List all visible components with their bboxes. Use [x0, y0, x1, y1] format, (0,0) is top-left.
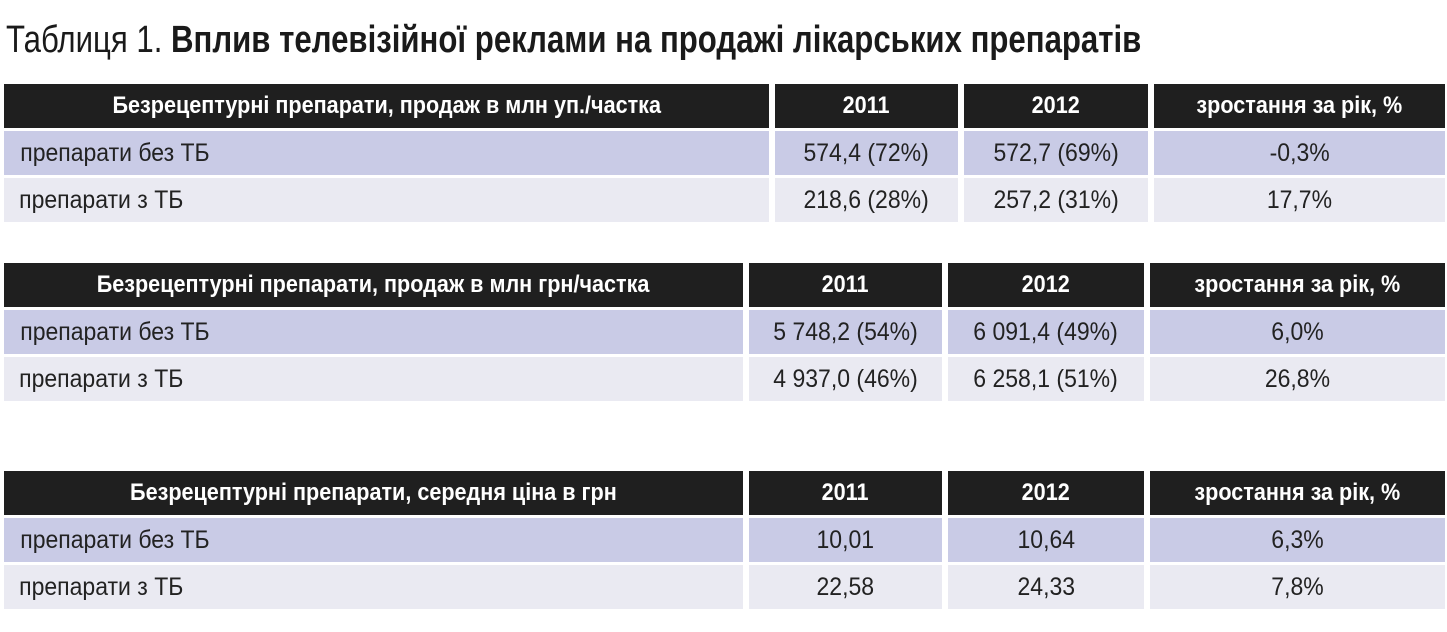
- header-year-2012: 2012: [948, 263, 1144, 307]
- header-year-2012: 2012: [948, 471, 1144, 515]
- page-title: Таблиця 1. Вплив телевізійної реклами на…: [6, 16, 1141, 64]
- table-row: препарати з ТБ 4 937,0 (46%) 6 258,1 (51…: [4, 357, 1445, 401]
- header-category: Безрецептурні препарати, середня ціна в …: [4, 471, 743, 515]
- table-label: Таблиця 1.: [6, 19, 163, 61]
- row-label: препарати без ТБ: [4, 518, 743, 562]
- header-growth: зростання за рік, %: [1150, 263, 1445, 307]
- header-growth: зростання за рік, %: [1154, 84, 1445, 128]
- row-label: препарати без ТБ: [4, 131, 769, 175]
- header-year-2011: 2011: [749, 471, 942, 515]
- table-row: препарати з ТБ 218,6 (28%) 257,2 (31%) 1…: [4, 178, 1445, 222]
- table-title: Вплив телевізійної реклами на продажі лі…: [171, 19, 1142, 61]
- cell-growth: 6,0%: [1150, 310, 1445, 354]
- header-year-2011: 2011: [775, 84, 958, 128]
- cell-2011: 574,4 (72%): [775, 131, 958, 175]
- cell-2011: 4 937,0 (46%): [749, 357, 942, 401]
- table-header-row: Безрецептурні препарати, продаж в млн гр…: [4, 263, 1445, 307]
- cell-2011: 10,01: [749, 518, 942, 562]
- table-header-row: Безрецептурні препарати, середня ціна в …: [4, 471, 1445, 515]
- cell-2012: 6 091,4 (49%): [948, 310, 1144, 354]
- table-sales-value: Безрецептурні препарати, продаж в млн гр…: [0, 260, 1447, 404]
- header-growth: зростання за рік, %: [1150, 471, 1445, 515]
- cell-growth: 26,8%: [1150, 357, 1445, 401]
- table-row: препарати без ТБ 574,4 (72%) 572,7 (69%)…: [4, 131, 1445, 175]
- cell-growth: 17,7%: [1154, 178, 1445, 222]
- cell-2011: 218,6 (28%): [775, 178, 958, 222]
- header-category: Безрецептурні препарати, продаж в млн гр…: [4, 263, 743, 307]
- table-sales-units: Безрецептурні препарати, продаж в млн уп…: [0, 81, 1447, 225]
- cell-2012: 24,33: [948, 565, 1144, 609]
- row-label: препарати без ТБ: [4, 310, 743, 354]
- header-year-2011: 2011: [749, 263, 942, 307]
- row-label: препарати з ТБ: [4, 565, 743, 609]
- cell-2012: 572,7 (69%): [964, 131, 1148, 175]
- row-label: препарати з ТБ: [4, 357, 743, 401]
- cell-2012: 6 258,1 (51%): [948, 357, 1144, 401]
- cell-2012: 10,64: [948, 518, 1144, 562]
- table-row: препарати без ТБ 5 748,2 (54%) 6 091,4 (…: [4, 310, 1445, 354]
- cell-2011: 22,58: [749, 565, 942, 609]
- table-header-row: Безрецептурні препарати, продаж в млн уп…: [4, 84, 1445, 128]
- header-category: Безрецептурні препарати, продаж в млн уп…: [4, 84, 769, 128]
- table-row: препарати з ТБ 22,58 24,33 7,8%: [4, 565, 1445, 609]
- table-row: препарати без ТБ 10,01 10,64 6,3%: [4, 518, 1445, 562]
- cell-growth: 6,3%: [1150, 518, 1445, 562]
- cell-2012: 257,2 (31%): [964, 178, 1148, 222]
- cell-growth: -0,3%: [1154, 131, 1445, 175]
- cell-growth: 7,8%: [1150, 565, 1445, 609]
- row-label: препарати з ТБ: [4, 178, 769, 222]
- table-average-price: Безрецептурні препарати, середня ціна в …: [0, 468, 1447, 612]
- header-year-2012: 2012: [964, 84, 1148, 128]
- cell-2011: 5 748,2 (54%): [749, 310, 942, 354]
